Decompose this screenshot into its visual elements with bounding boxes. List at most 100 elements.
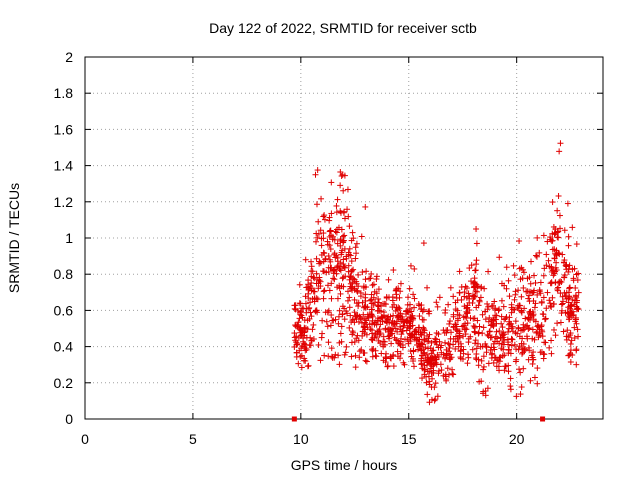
data-point <box>396 294 403 301</box>
data-point <box>340 274 347 281</box>
data-point <box>328 311 335 318</box>
data-point <box>337 182 344 189</box>
data-point <box>407 338 414 345</box>
data-point <box>297 311 304 318</box>
data-point <box>519 350 526 357</box>
data-point <box>397 355 404 362</box>
data-point <box>311 275 318 282</box>
data-point <box>463 326 470 333</box>
data-point <box>523 333 530 340</box>
data-point <box>475 340 482 347</box>
data-point <box>296 325 303 332</box>
data-point <box>507 383 514 390</box>
data-point <box>533 253 540 260</box>
data-point <box>362 276 369 283</box>
data-point <box>369 337 376 344</box>
data-point <box>310 321 317 328</box>
data-point <box>355 318 362 325</box>
data-point <box>313 255 320 262</box>
data-point <box>482 308 489 315</box>
data-point <box>309 326 316 333</box>
data-point <box>549 199 556 206</box>
data-point <box>353 240 360 247</box>
data-point <box>325 264 332 271</box>
data-point <box>377 315 384 322</box>
data-point <box>350 329 357 336</box>
data-point <box>331 236 338 243</box>
data-point <box>515 325 522 332</box>
data-point <box>557 278 564 285</box>
data-point <box>421 371 428 378</box>
data-point <box>556 212 563 219</box>
data-point <box>551 255 558 262</box>
x-tick-labels: 0 5 10 15 20 <box>81 431 525 447</box>
data-point <box>386 294 393 301</box>
data-point <box>518 384 525 391</box>
data-point <box>375 307 382 314</box>
data-point <box>526 288 533 295</box>
data-point <box>574 277 581 284</box>
data-point <box>552 264 559 271</box>
data-point <box>473 240 480 247</box>
data-point <box>368 336 375 343</box>
data-point <box>436 338 443 345</box>
data-point <box>318 195 325 202</box>
data-point <box>332 316 339 323</box>
data-point <box>546 297 553 304</box>
data-point <box>571 301 578 308</box>
data-point <box>496 254 503 261</box>
data-point <box>473 304 480 311</box>
data-point <box>508 309 515 316</box>
data-point <box>336 339 343 346</box>
data-point <box>447 284 454 291</box>
x-tick-label: 20 <box>509 431 525 447</box>
data-point <box>375 296 382 303</box>
data-point <box>353 300 360 307</box>
data-point <box>315 218 322 225</box>
data-point <box>296 281 303 288</box>
data-point <box>388 355 395 362</box>
data-point <box>557 225 564 232</box>
data-point <box>334 284 341 291</box>
data-point <box>397 280 404 287</box>
data-point <box>538 322 545 329</box>
data-point <box>400 322 407 329</box>
data-point <box>411 295 418 302</box>
data-point <box>382 317 389 324</box>
data-point <box>347 273 354 280</box>
data-point <box>320 230 327 237</box>
data-point <box>295 360 302 367</box>
data-point <box>348 339 355 346</box>
data-point <box>304 363 311 370</box>
data-point <box>529 354 536 361</box>
data-point <box>330 275 337 282</box>
data-point <box>554 229 561 236</box>
data-point <box>462 283 469 290</box>
data-point <box>555 284 562 291</box>
data-point <box>442 307 449 314</box>
data-point <box>416 313 423 320</box>
data-point <box>321 287 328 294</box>
data-point <box>337 267 344 274</box>
data-point <box>496 340 503 347</box>
data-point <box>314 296 321 303</box>
data-point <box>420 326 427 333</box>
data-point <box>468 262 475 269</box>
data-point <box>392 336 399 343</box>
data-point <box>344 186 351 193</box>
data-point <box>374 302 381 309</box>
data-point <box>494 357 501 364</box>
data-point <box>345 249 352 256</box>
data-point <box>565 316 572 323</box>
data-point <box>344 297 351 304</box>
gap-marker <box>540 416 546 422</box>
data-point <box>526 324 533 331</box>
data-point <box>339 311 346 318</box>
data-point <box>508 325 515 332</box>
data-point <box>340 237 347 244</box>
data-point <box>418 305 425 312</box>
data-point <box>372 319 379 326</box>
scatter-points <box>291 140 582 406</box>
data-point <box>397 342 404 349</box>
data-point <box>337 236 344 243</box>
